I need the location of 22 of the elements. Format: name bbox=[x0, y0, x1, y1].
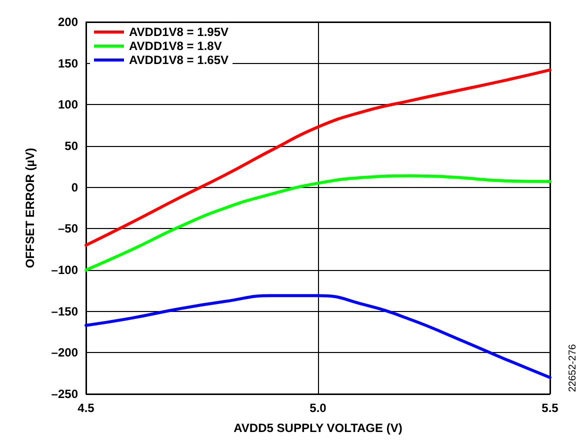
y-tick-label: 200 bbox=[58, 15, 78, 29]
x-tick-label: 4.5 bbox=[78, 401, 95, 415]
line-series bbox=[84, 294, 552, 379]
line-series bbox=[84, 68, 552, 247]
y-tick-label: 50 bbox=[64, 139, 78, 153]
x-tick-label: 5.5 bbox=[542, 401, 559, 415]
y-tick-label: –100 bbox=[51, 263, 78, 277]
y-tick-label: –250 bbox=[51, 387, 78, 401]
legend-label: AVDD1V8 = 1.65V bbox=[129, 53, 228, 67]
y-tick-label: 0 bbox=[71, 180, 78, 194]
y-tick-label: 150 bbox=[58, 56, 78, 70]
line-series bbox=[84, 174, 552, 272]
y-axis-title: OFFSET ERROR (µV) bbox=[23, 148, 37, 268]
y-tick-label: 100 bbox=[58, 98, 78, 112]
y-tick-label: –50 bbox=[58, 222, 78, 236]
y-tick-label: –150 bbox=[51, 304, 78, 318]
x-tick-label: 5.0 bbox=[310, 401, 327, 415]
legend-label: AVDD1V8 = 1.8V bbox=[129, 39, 222, 53]
y-tick-label: –200 bbox=[51, 346, 78, 360]
legend-label: AVDD1V8 = 1.95V bbox=[129, 25, 228, 39]
text: 22652-276 bbox=[568, 344, 578, 392]
x-axis-title: AVDD5 SUPPLY VOLTAGE (V) bbox=[234, 421, 402, 435]
